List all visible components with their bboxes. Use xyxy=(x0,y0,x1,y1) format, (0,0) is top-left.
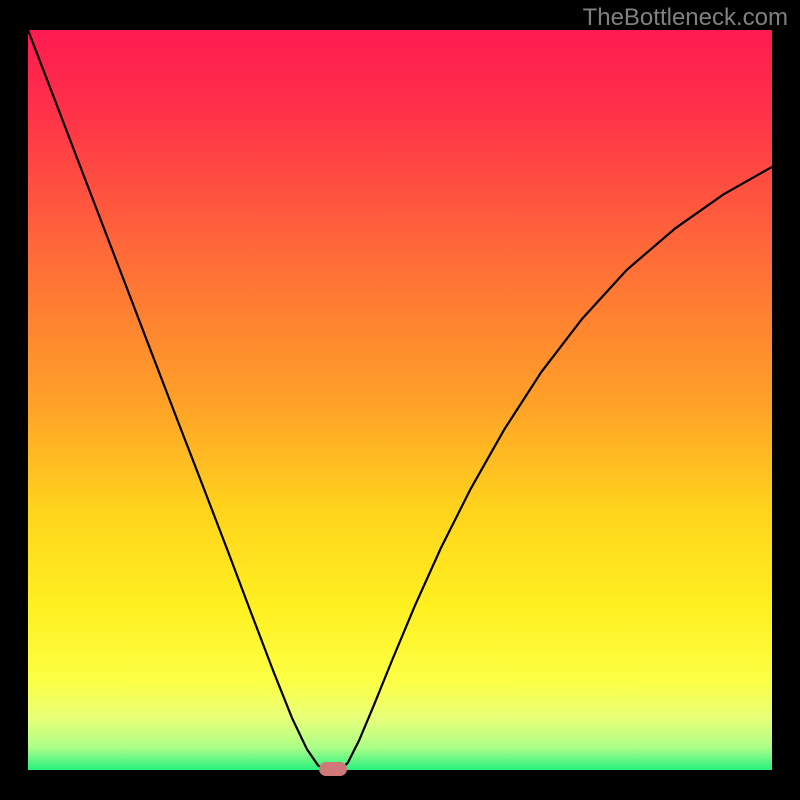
curve-left-branch xyxy=(28,30,326,770)
watermark-text: TheBottleneck.com xyxy=(583,4,788,32)
curve-right-branch xyxy=(341,167,773,770)
minimum-marker xyxy=(319,762,347,776)
plot-gradient-area xyxy=(28,30,772,770)
curve-svg xyxy=(28,30,772,770)
